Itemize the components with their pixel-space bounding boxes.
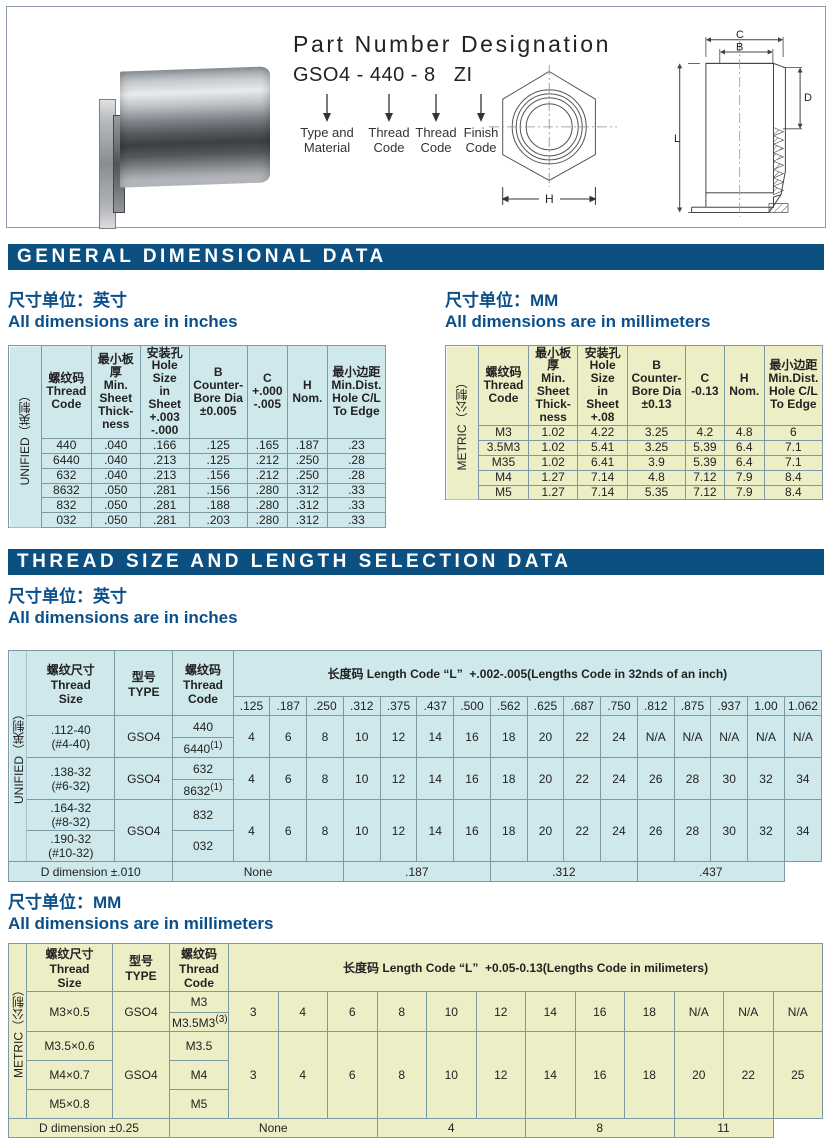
svg-text:D: D [804,92,812,104]
svg-text:H: H [545,192,554,206]
svg-text:C: C [736,29,744,41]
svg-text:L: L [674,133,680,145]
svg-text:B: B [736,42,743,54]
